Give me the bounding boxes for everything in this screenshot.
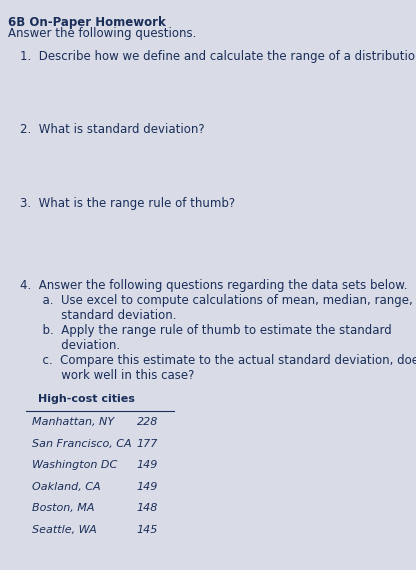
Text: 3.  What is the range rule of thumb?: 3. What is the range rule of thumb?: [20, 197, 235, 210]
Text: 4.  Answer the following questions regarding the data sets below.
      a.  Use : 4. Answer the following questions regard…: [20, 279, 416, 382]
Text: Seattle, WA: Seattle, WA: [32, 525, 97, 535]
Text: 149: 149: [137, 482, 158, 492]
Text: Oakland, CA: Oakland, CA: [32, 482, 101, 492]
Text: 149: 149: [137, 460, 158, 470]
Text: High-cost cities: High-cost cities: [38, 394, 135, 404]
Text: 228: 228: [137, 417, 158, 427]
Text: Boston, MA: Boston, MA: [32, 503, 95, 514]
Text: 148: 148: [137, 503, 158, 514]
Text: 177: 177: [137, 439, 158, 449]
Text: 145: 145: [137, 525, 158, 535]
Text: Washington DC: Washington DC: [32, 460, 117, 470]
Text: Manhattan, NY: Manhattan, NY: [32, 417, 114, 427]
Text: 2.  What is standard deviation?: 2. What is standard deviation?: [20, 123, 205, 136]
Text: Answer the following questions.: Answer the following questions.: [7, 27, 196, 40]
Text: 1.  Describe how we define and calculate the range of a distribution?: 1. Describe how we define and calculate …: [20, 50, 416, 63]
Text: San Francisco, CA: San Francisco, CA: [32, 439, 132, 449]
Text: 6B On-Paper Homework: 6B On-Paper Homework: [7, 15, 165, 28]
